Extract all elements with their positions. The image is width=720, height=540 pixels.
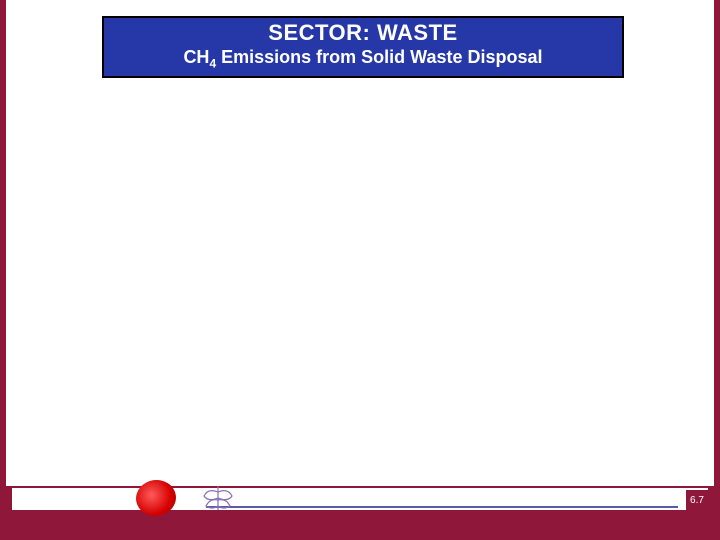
title-bar: SECTOR: WASTE CH4 Emissions from Solid W… xyxy=(102,16,624,78)
page-number: 6.7 xyxy=(686,490,708,510)
footer-divider-line xyxy=(206,506,678,508)
logo-purple-icon xyxy=(200,482,236,514)
sector-title: SECTOR: WASTE xyxy=(110,20,616,46)
subtitle-suffix: Emissions from Solid Waste Disposal xyxy=(216,47,542,67)
subtitle-prefix: CH xyxy=(183,47,209,67)
slide: SECTOR: WASTE CH4 Emissions from Solid W… xyxy=(0,0,720,540)
slide-subtitle: CH4 Emissions from Solid Waste Disposal xyxy=(110,46,616,72)
